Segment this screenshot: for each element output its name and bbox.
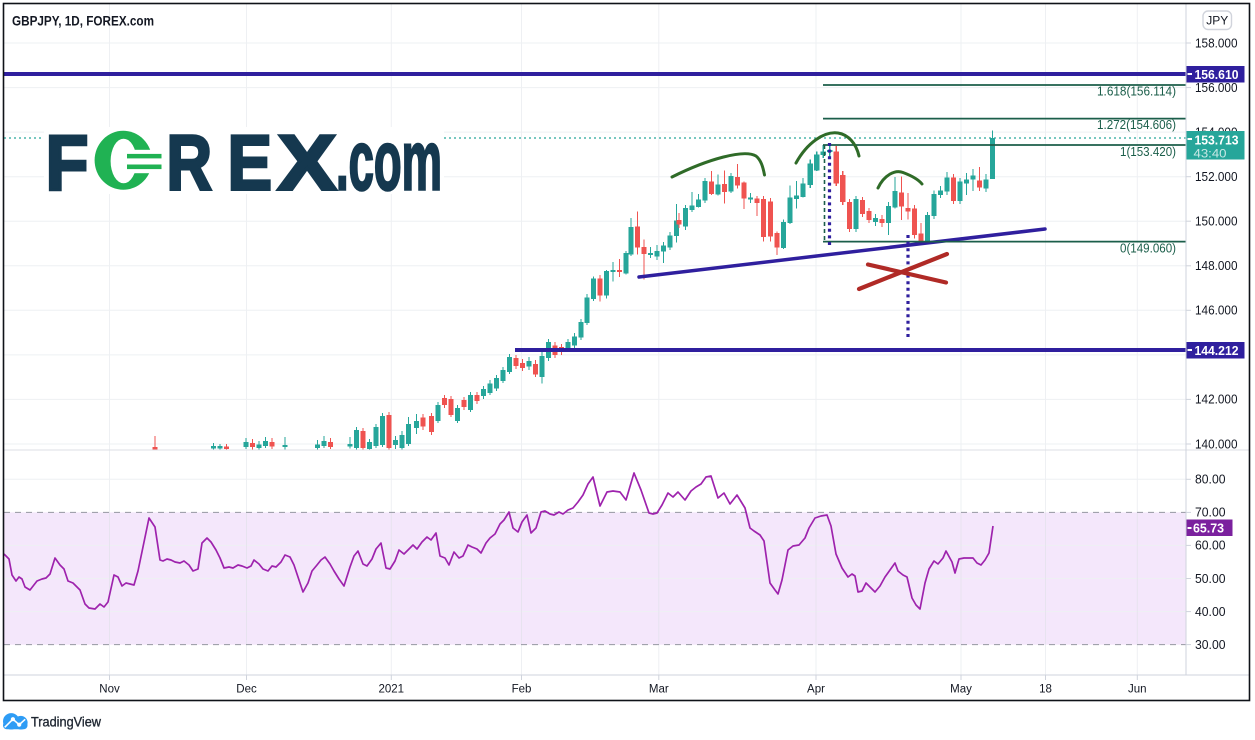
- svg-text:Feb: Feb: [512, 684, 532, 696]
- svg-text:60.00: 60.00: [1195, 539, 1226, 553]
- svg-text:R: R: [167, 119, 213, 207]
- svg-text:X: X: [278, 119, 337, 207]
- svg-text:156.610: 156.610: [1195, 67, 1239, 82]
- svg-text:43:40: 43:40: [1194, 146, 1227, 160]
- svg-text:F: F: [46, 119, 89, 207]
- svg-text:70.00: 70.00: [1195, 506, 1226, 520]
- svg-text:142.000: 142.000: [1195, 393, 1238, 407]
- svg-text:2021: 2021: [379, 684, 405, 696]
- svg-text:156.000: 156.000: [1195, 81, 1238, 95]
- svg-text:.com: .com: [336, 114, 442, 208]
- svg-text:Dec: Dec: [236, 684, 257, 696]
- svg-text:1.618(156.114): 1.618(156.114): [1097, 84, 1176, 99]
- svg-text:152.000: 152.000: [1195, 170, 1238, 184]
- svg-text:40.00: 40.00: [1195, 605, 1226, 619]
- svg-text:JPY: JPY: [1206, 14, 1228, 28]
- svg-text:158.000: 158.000: [1195, 36, 1238, 50]
- svg-text:80.00: 80.00: [1195, 473, 1226, 487]
- svg-text:GBPJPY, 1D, FOREX.com: GBPJPY, 1D, FOREX.com: [12, 14, 154, 29]
- svg-text:65.73: 65.73: [1193, 521, 1224, 535]
- svg-text:146.000: 146.000: [1195, 304, 1238, 318]
- svg-text:140.000: 140.000: [1195, 437, 1238, 451]
- svg-text:Apr: Apr: [807, 684, 825, 696]
- svg-text:144.212: 144.212: [1195, 343, 1239, 358]
- svg-text:1(153.420): 1(153.420): [1120, 144, 1176, 159]
- svg-text:TradingView: TradingView: [31, 714, 101, 729]
- svg-text:Jun: Jun: [1128, 684, 1147, 696]
- svg-text:E: E: [228, 119, 273, 207]
- svg-text:30.00: 30.00: [1195, 638, 1226, 652]
- svg-text:50.00: 50.00: [1195, 572, 1226, 586]
- svg-text:153.713: 153.713: [1195, 132, 1239, 147]
- svg-text:Mar: Mar: [649, 684, 669, 696]
- svg-text:May: May: [950, 684, 972, 696]
- svg-text:150.000: 150.000: [1195, 215, 1238, 229]
- svg-text:18: 18: [1039, 684, 1052, 696]
- svg-text:1.272(154.606): 1.272(154.606): [1097, 117, 1176, 132]
- svg-text:148.000: 148.000: [1195, 259, 1238, 273]
- svg-text:Nov: Nov: [99, 684, 120, 696]
- svg-text:0(149.060): 0(149.060): [1120, 241, 1176, 256]
